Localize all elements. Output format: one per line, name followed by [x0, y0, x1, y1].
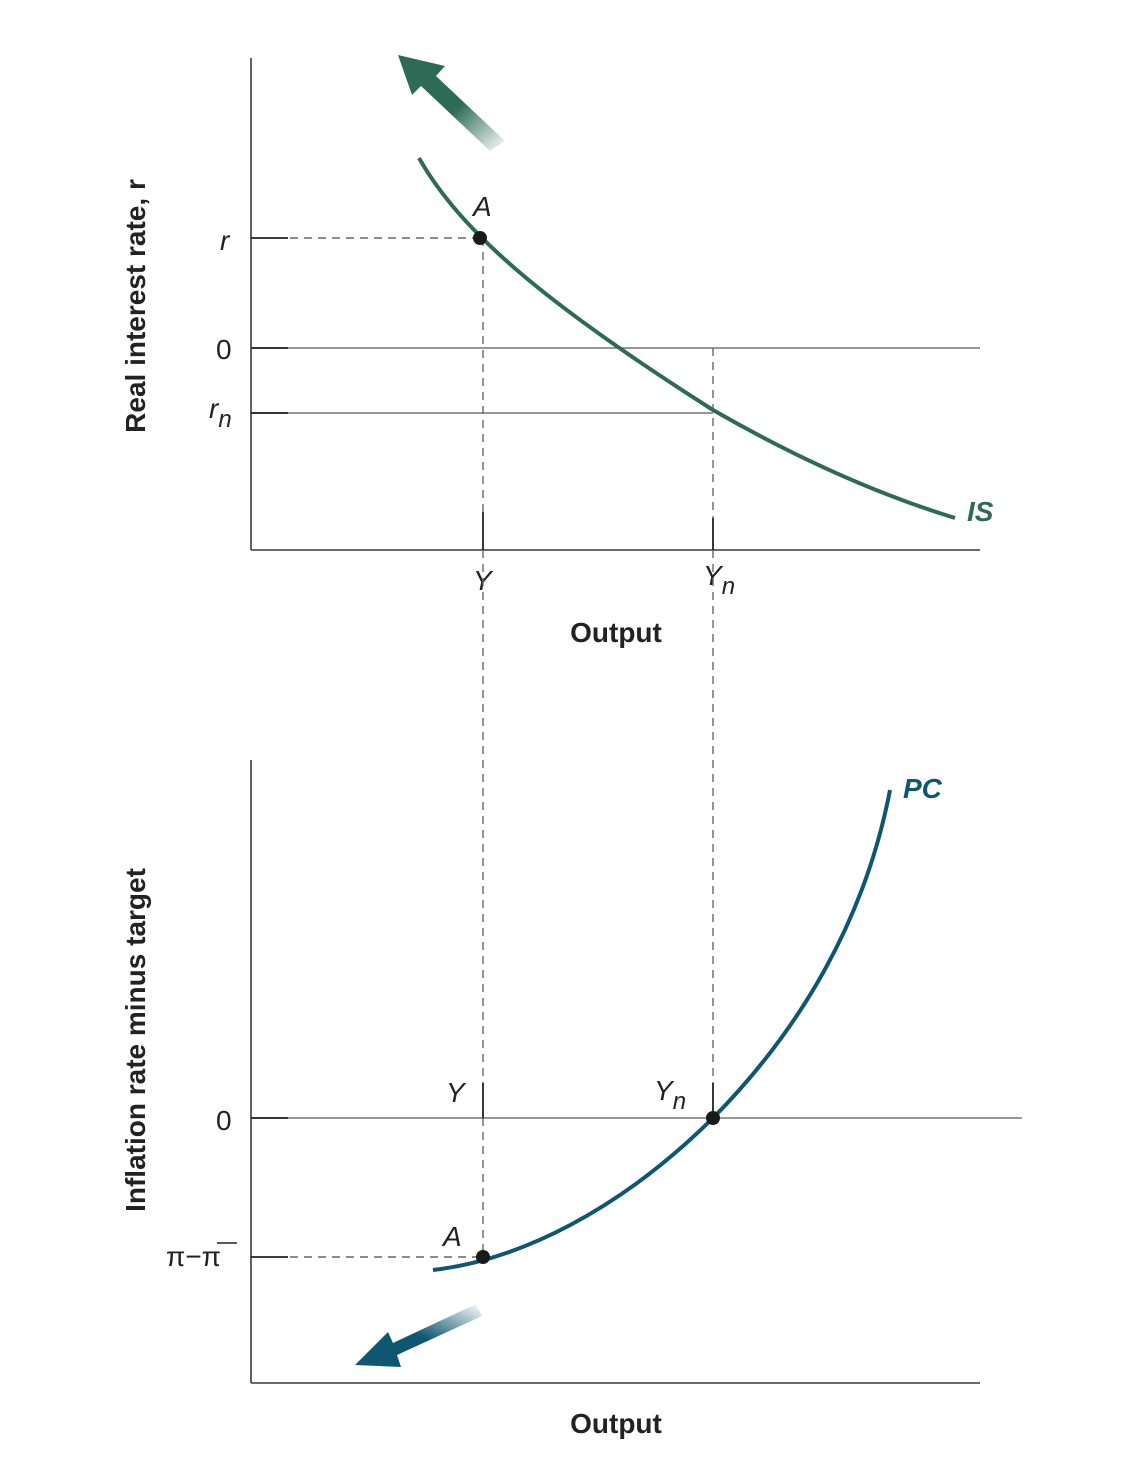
top-r-label: r — [220, 225, 231, 256]
bottom-y-label: Y — [446, 1077, 467, 1108]
bottom-point-a-label: A — [441, 1221, 462, 1252]
top-point-a-label: A — [471, 191, 492, 222]
pc-shift-arrow — [355, 1304, 482, 1367]
is-curve — [417, 157, 956, 520]
bottom-point-a — [476, 1250, 490, 1264]
top-zero-label: 0 — [216, 334, 232, 365]
is-curve-label: IS — [967, 496, 994, 527]
top-point-a — [473, 231, 487, 245]
top-panel: A r 0 rn Y Yn Output Real interest rate,… — [120, 55, 994, 648]
top-yn-label: Yn — [703, 560, 735, 600]
bottom-yn-label: Yn — [654, 1075, 686, 1115]
bottom-gap-label: π−π — [166, 1241, 221, 1272]
bottom-x-axis-title: Output — [570, 1408, 662, 1439]
bottom-point-yn — [706, 1111, 720, 1125]
pc-curve-label: PC — [903, 773, 943, 804]
bottom-y-axis-title: Inflation rate minus target — [120, 868, 151, 1212]
top-rn-label: rn — [209, 393, 232, 433]
is-shift-arrow — [398, 55, 505, 151]
top-x-axis-title: Output — [570, 617, 662, 648]
top-y-axis-title: Real interest rate, r — [120, 179, 151, 433]
bottom-panel: A 0 π−π Y Yn Output Inflation rate minus… — [120, 550, 1022, 1439]
pc-curve — [432, 789, 892, 1272]
bottom-zero-label: 0 — [216, 1105, 232, 1136]
